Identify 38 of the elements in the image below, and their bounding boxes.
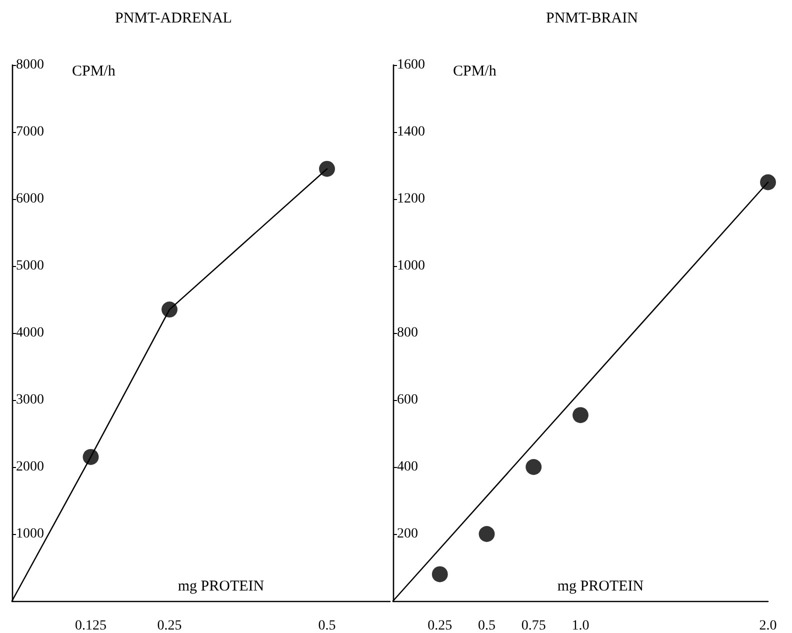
y-tick-label: 1200 xyxy=(397,192,425,206)
y-tick-label: 2000 xyxy=(16,460,44,474)
y-tick-label: 7000 xyxy=(16,124,44,140)
y-tick-label: 200 xyxy=(397,526,418,542)
x-tick-label: 0.125 xyxy=(75,618,106,633)
x-tick-label: 1.0 xyxy=(572,618,590,633)
x-tick-label: 0.25 xyxy=(428,618,452,633)
x-tick-label: 0.75 xyxy=(521,618,546,633)
y-tick-label: 800 xyxy=(397,326,418,340)
x-axis-title: mg PROTEIN xyxy=(178,578,264,594)
point xyxy=(478,526,495,542)
x-tick-label: 0.5 xyxy=(318,618,336,633)
y-tick-label: 1400 xyxy=(397,124,425,140)
point xyxy=(760,174,776,190)
x-axis-title: mg PROTEIN xyxy=(557,578,644,594)
y-tick-label: 1000 xyxy=(16,526,44,542)
x-tick-label: 0.5 xyxy=(478,618,496,633)
point xyxy=(162,302,178,318)
y-tick-label: 4000 xyxy=(16,326,44,340)
y-tick-label: 600 xyxy=(397,392,418,408)
x-tick-label: 0.25 xyxy=(157,618,182,633)
y-tick-label: 8000 xyxy=(16,58,44,72)
chart-title: PNMT-BRAIN xyxy=(546,10,638,26)
chart-title: PNMT-ADRENAL xyxy=(115,10,232,26)
y-tick-label: 1600 xyxy=(397,58,425,72)
y-axis-title: CPM/h xyxy=(72,64,116,80)
x-tick-label: 2.0 xyxy=(759,618,777,633)
point xyxy=(82,448,99,465)
point xyxy=(526,459,542,475)
y-tick-label: 1000 xyxy=(397,258,425,274)
y-tick-label: 5000 xyxy=(16,258,44,274)
point xyxy=(319,160,335,177)
point xyxy=(432,566,448,582)
y-tick-label: 400 xyxy=(397,460,418,474)
point xyxy=(572,407,588,424)
y-tick-label: 6000 xyxy=(16,192,44,206)
y-axis-title: CPM/h xyxy=(453,64,497,80)
y-tick-label: 3000 xyxy=(16,392,44,408)
